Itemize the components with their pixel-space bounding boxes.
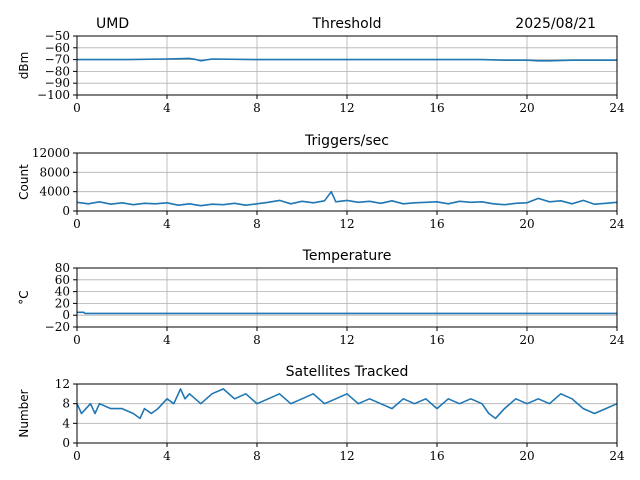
x-tick-label: 12 <box>339 449 354 463</box>
y-axis-label: °C <box>17 290 31 304</box>
x-tick-label: 12 <box>339 101 354 115</box>
y-tick-label: 0 <box>62 204 70 218</box>
y-tick-label: 12 <box>55 377 70 391</box>
chart-title: Satellites Tracked <box>286 364 409 380</box>
chart-title: Threshold <box>312 16 382 32</box>
x-tick-label: 0 <box>73 333 81 347</box>
x-tick-label: 8 <box>253 449 261 463</box>
x-tick-label: 8 <box>253 333 261 347</box>
date-label: 2025/08/21 <box>515 16 596 32</box>
x-tick-label: 12 <box>339 217 354 231</box>
y-tick-label: 0 <box>62 436 70 450</box>
y-tick-label: −20 <box>45 320 70 334</box>
series-line <box>76 388 618 420</box>
y-tick-label: 80 <box>55 261 70 275</box>
x-tick-label: 16 <box>429 333 444 347</box>
chart-panel-1: 0 4 8 12 16 20 24 −50−60−70−80−90−100 Threshold d… <box>17 16 625 115</box>
series-line <box>77 57 617 62</box>
x-tick-label: 24 <box>609 217 625 231</box>
y-tick-label: −90 <box>45 76 70 90</box>
x-tick-label: 16 <box>429 101 444 115</box>
x-tick-label: 0 <box>73 217 81 231</box>
y-tick-label: −100 <box>37 88 70 102</box>
y-tick-label: 4 <box>62 416 70 430</box>
y-tick-label: 8 <box>62 397 70 411</box>
y-tick-label: 12000 <box>32 146 70 160</box>
x-tick-label: 4 <box>163 217 171 231</box>
x-tick-label: 8 <box>253 217 261 231</box>
x-tick-label: 16 <box>429 217 444 231</box>
x-tick-label: 16 <box>429 449 444 463</box>
chart-panel-2: 0 4 8 12 16 20 24 12000 8000 4000 0 Triggers/sec Cou… <box>17 133 625 231</box>
x-tick-label: 12 <box>339 333 354 347</box>
y-tick-label: −80 <box>45 64 70 78</box>
x-tick-label: 20 <box>519 101 534 115</box>
x-tick-label: 4 <box>163 449 171 463</box>
series-line <box>76 190 618 207</box>
y-tick-label: 4000 <box>39 185 70 199</box>
y-tick-label: 8000 <box>39 165 70 179</box>
x-tick-label: 4 <box>163 101 171 115</box>
y-tick-label: 0 <box>62 308 70 322</box>
x-tick-label: 24 <box>609 101 625 115</box>
chart-title: Triggers/sec <box>304 133 389 149</box>
x-tick-label: 20 <box>519 333 534 347</box>
y-tick-label: −70 <box>45 53 70 67</box>
y-axis-label: Count <box>17 164 31 200</box>
x-tick-label: 20 <box>519 217 534 231</box>
series-line <box>77 311 617 315</box>
y-tick-label: 40 <box>55 285 70 299</box>
x-tick-label: 0 <box>73 101 81 115</box>
y-axis-label: dBm <box>17 52 31 80</box>
y-axis-label: Number <box>17 389 31 437</box>
y-tick-label: −50 <box>45 29 70 43</box>
site-label: UMD <box>96 16 129 32</box>
x-tick-label: 8 <box>253 101 261 115</box>
x-tick-label: 24 <box>609 449 625 463</box>
x-tick-label: 20 <box>519 449 534 463</box>
y-tick-label: −60 <box>45 41 70 55</box>
x-tick-label: 4 <box>163 333 171 347</box>
x-tick-label: 24 <box>609 333 625 347</box>
chart-panel-4: 0 4 8 12 16 20 24 12 8 4 0 Satellites Tracked Number <box>17 364 625 463</box>
y-tick-label: 20 <box>55 296 70 310</box>
x-tick-label: 0 <box>73 449 81 463</box>
y-tick-label: 60 <box>55 273 70 287</box>
chart-title: Temperature <box>302 248 392 264</box>
